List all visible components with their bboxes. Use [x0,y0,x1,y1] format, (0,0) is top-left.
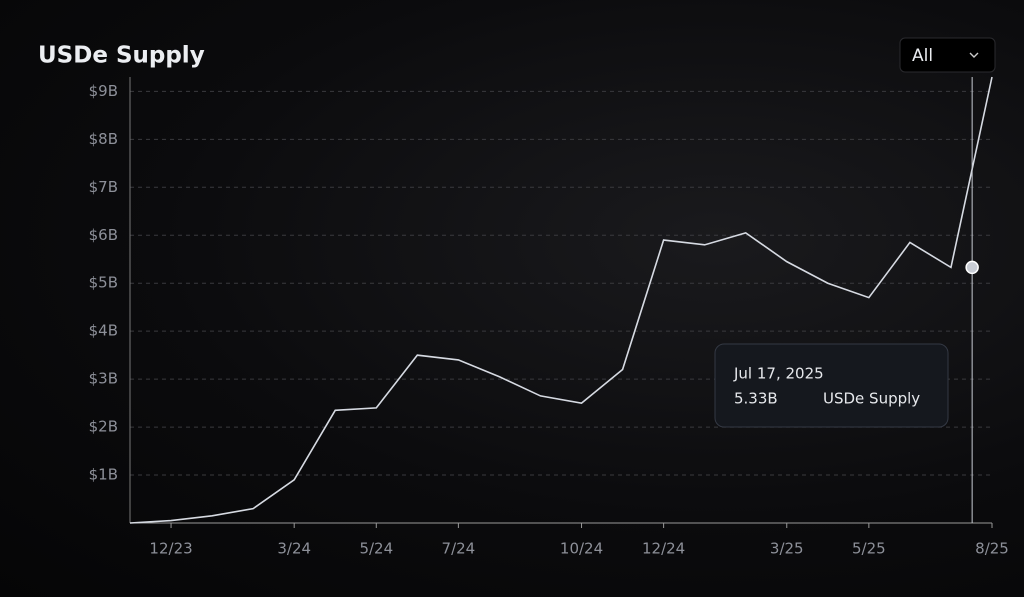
x-tick-label: 12/24 [642,540,685,558]
x-tick-label: 8/25 [975,540,1009,558]
tooltip-value: 5.33B [734,390,778,408]
x-tick-label: 5/25 [852,540,886,558]
dropdown-box[interactable] [899,37,996,73]
chart-title: USDe Supply [38,43,205,69]
dropdown-label[interactable]: All [912,46,933,66]
y-tick-label: $9B [89,82,118,100]
y-tick-label: $1B [89,466,118,484]
dropdown-arrow [969,52,979,58]
tooltip-date: Jul 17, 2025 [733,365,824,383]
tooltip-box [714,343,949,428]
series-line [129,76,993,524]
y-tick-label: $6B [89,226,118,244]
x-tick-label: 3/25 [770,540,804,558]
y-tick-label: $3B [89,370,118,388]
x-tick-label: 5/24 [359,540,393,558]
tooltip-point [965,260,979,275]
y-tick-label: $7B [89,178,118,196]
tooltip-series: USDe Supply [823,390,920,408]
y-tick-label: $5B [89,274,118,292]
x-tick-label: 3/24 [277,540,311,558]
x-tick-label: 7/24 [442,540,476,558]
tooltip: Jul 17, 2025 5.33B USDe Supply [714,343,949,428]
y-tick-label: $2B [89,418,118,436]
y-tick-label: $8B [89,130,118,148]
x-tick-label: 12/23 [149,540,192,558]
y-tick-label: $4B [89,322,118,340]
x-tick-label: 10/24 [560,540,603,558]
range-dropdown[interactable]: All [899,37,996,73]
